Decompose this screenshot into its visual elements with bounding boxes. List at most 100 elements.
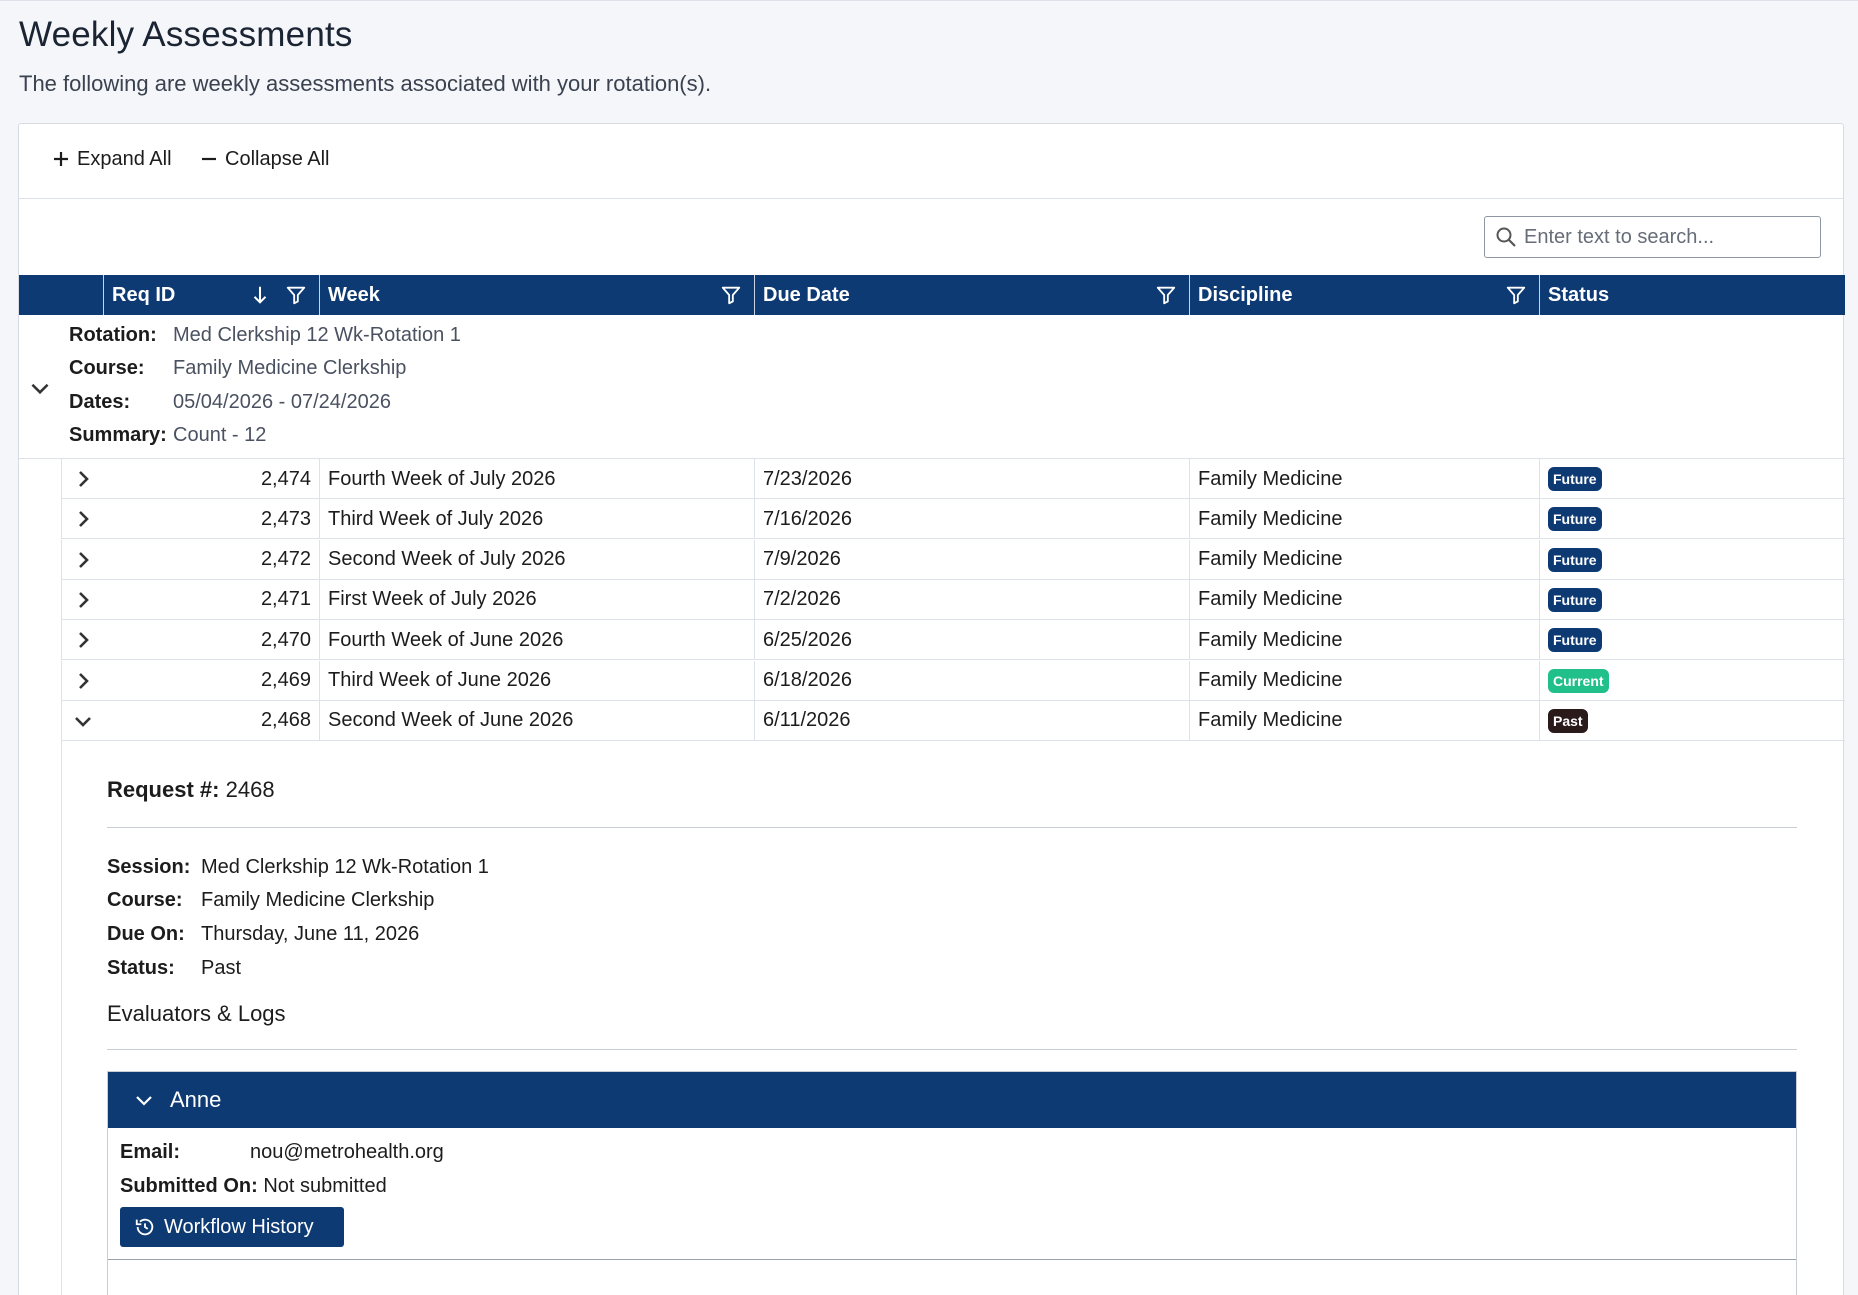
rotation-group-row: Rotation: Med Clerkship 12 Wk-Rotation 1 … <box>19 315 1845 459</box>
search-input[interactable] <box>1524 225 1804 249</box>
minus-icon <box>197 147 221 171</box>
detail-course: Course: Family Medicine Clerkship <box>107 889 435 911</box>
row-toggle[interactable] <box>62 620 104 660</box>
row-toggle[interactable] <box>62 459 104 499</box>
collapse-all-label: Collapse All <box>225 147 330 170</box>
chevron-right-icon[interactable] <box>71 548 95 572</box>
group-rotation: Rotation: Med Clerkship 12 Wk-Rotation 1 <box>69 324 461 346</box>
status-badge: Future <box>1548 467 1602 491</box>
status-badge: Current <box>1548 668 1609 693</box>
request-detail: Request #: 2468 Session: Med Clerkship 12… <box>61 739 1845 1295</box>
cell-discipline: Family Medicine <box>1190 660 1540 701</box>
cell-req-id: 2,470 <box>104 620 320 661</box>
cell-status: Past <box>1540 701 1846 741</box>
cell-discipline: Family Medicine <box>1190 700 1540 741</box>
table-row[interactable]: 2,468 Second Week of June 2026 6/11/2026 Fa… <box>61 700 1846 741</box>
group-summary: Summary: Count - 12 <box>69 424 267 446</box>
cell-due-date: 7/23/2026 <box>755 459 1190 499</box>
row-toggle[interactable] <box>62 580 104 620</box>
cell-due-date: 6/18/2026 <box>755 660 1190 701</box>
cell-req-id: 2,474 <box>104 459 320 499</box>
chevron-right-icon[interactable] <box>71 507 95 531</box>
header-req-id-label: Req ID <box>112 283 176 306</box>
cell-req-id: 2,469 <box>104 660 320 701</box>
header-status[interactable]: Status <box>1539 275 1845 315</box>
cell-discipline: Family Medicine <box>1190 620 1540 661</box>
header-due-date[interactable]: Due Date <box>754 275 1189 315</box>
chevron-down-icon[interactable] <box>132 1088 156 1112</box>
filter-icon[interactable] <box>720 284 742 306</box>
cell-due-date: 6/25/2026 <box>755 620 1190 661</box>
evaluator-email: Email: nou@metrohealth.org <box>120 1141 444 1163</box>
chevron-right-icon[interactable] <box>71 467 95 491</box>
history-icon <box>135 1218 154 1236</box>
cell-due-date: 7/16/2026 <box>755 499 1190 540</box>
status-badge: Future <box>1548 587 1602 612</box>
assessments-card: Expand All Collapse All Req ID Week <box>18 123 1846 1295</box>
cell-week: Third Week of June 2026 <box>320 660 755 701</box>
table-row[interactable]: 2,470 Fourth Week of June 2026 6/25/2026 Fa… <box>61 620 1846 661</box>
cell-req-id: 2,473 <box>104 499 320 540</box>
cell-req-id: 2,472 <box>104 539 320 580</box>
table-row[interactable]: 2,474 Fourth Week of July 2026 7/23/2026 Fa… <box>61 459 1845 499</box>
cell-status: Future <box>1540 459 1846 499</box>
workflow-history-button[interactable]: Workflow History <box>120 1207 344 1247</box>
table-row[interactable]: 2,472 Second Week of July 2026 7/9/2026 Fam… <box>61 539 1846 580</box>
status-badge: Future <box>1548 507 1602 532</box>
header-week-label: Week <box>328 283 380 306</box>
row-toggle[interactable] <box>62 540 104 580</box>
arrow-down-icon[interactable] <box>249 284 271 306</box>
cell-status: Future <box>1540 620 1846 660</box>
grid-header: Req ID Week Due Date Discipline Status <box>19 275 1845 315</box>
search-box[interactable] <box>1484 216 1821 258</box>
divider <box>107 1049 1797 1050</box>
row-toggle[interactable] <box>62 661 104 701</box>
filter-icon[interactable] <box>1505 284 1527 306</box>
header-discipline[interactable]: Discipline <box>1189 275 1539 315</box>
cell-status: Future <box>1540 580 1846 620</box>
table-row[interactable]: 2,471 First Week of July 2026 7/2/2026 Fami… <box>61 579 1846 620</box>
collapse-all-button[interactable]: Collapse All <box>197 147 330 171</box>
table-row[interactable]: 2,469 Third Week of June 2026 6/18/2026 Fam… <box>61 660 1845 701</box>
evaluator-header[interactable]: Anne <box>108 1072 1796 1128</box>
row-toggle[interactable] <box>62 701 104 741</box>
cell-week: Fourth Week of July 2026 <box>320 459 755 499</box>
status-badge: Future <box>1548 547 1602 572</box>
cell-discipline: Family Medicine <box>1190 579 1540 620</box>
cell-discipline: Family Medicine <box>1190 499 1540 540</box>
header-week[interactable]: Week <box>319 275 754 315</box>
page-title: Weekly Assessments <box>19 15 353 54</box>
chevron-right-icon[interactable] <box>71 588 95 612</box>
row-toggle[interactable] <box>62 499 104 539</box>
cell-due-date: 6/11/2026 <box>755 700 1190 741</box>
divider <box>107 827 1797 828</box>
cell-req-id: 2,471 <box>104 579 320 620</box>
cell-week: First Week of July 2026 <box>320 579 755 620</box>
evaluator-submitted: Submitted On: Not submitted <box>120 1175 387 1197</box>
chevron-right-icon[interactable] <box>71 669 95 693</box>
cell-due-date: 7/2/2026 <box>755 579 1190 620</box>
request-title: Request #: 2468 <box>107 777 275 802</box>
cell-req-id: 2,468 <box>104 700 320 741</box>
cell-status: Future <box>1540 540 1846 580</box>
group-dates: Dates: 05/04/2026 - 07/24/2026 <box>69 391 391 413</box>
cell-week: Third Week of July 2026 <box>320 499 755 540</box>
cell-week: Second Week of June 2026 <box>320 700 755 741</box>
status-badge: Past <box>1548 708 1588 733</box>
status-badge: Future <box>1548 628 1602 653</box>
page-subtitle: The following are weekly assessments ass… <box>19 71 712 96</box>
evaluator-panel: Anne Email: nou@metrohealth.org Submitted… <box>107 1071 1797 1295</box>
chevron-right-icon[interactable] <box>71 628 95 652</box>
search-icon <box>1496 227 1516 247</box>
filter-icon[interactable] <box>285 284 307 306</box>
expand-all-button[interactable]: Expand All <box>49 147 172 171</box>
table-row[interactable]: 2,473 Third Week of July 2026 7/16/2026 Fam… <box>61 499 1845 540</box>
cell-discipline: Family Medicine <box>1190 539 1540 580</box>
chevron-down-icon[interactable] <box>71 709 95 733</box>
chevron-down-icon[interactable] <box>27 375 53 401</box>
header-req-id[interactable]: Req ID <box>103 275 319 315</box>
header-status-label: Status <box>1548 283 1610 306</box>
header-toggle-col <box>19 275 103 315</box>
plus-icon <box>49 147 73 171</box>
filter-icon[interactable] <box>1155 284 1177 306</box>
